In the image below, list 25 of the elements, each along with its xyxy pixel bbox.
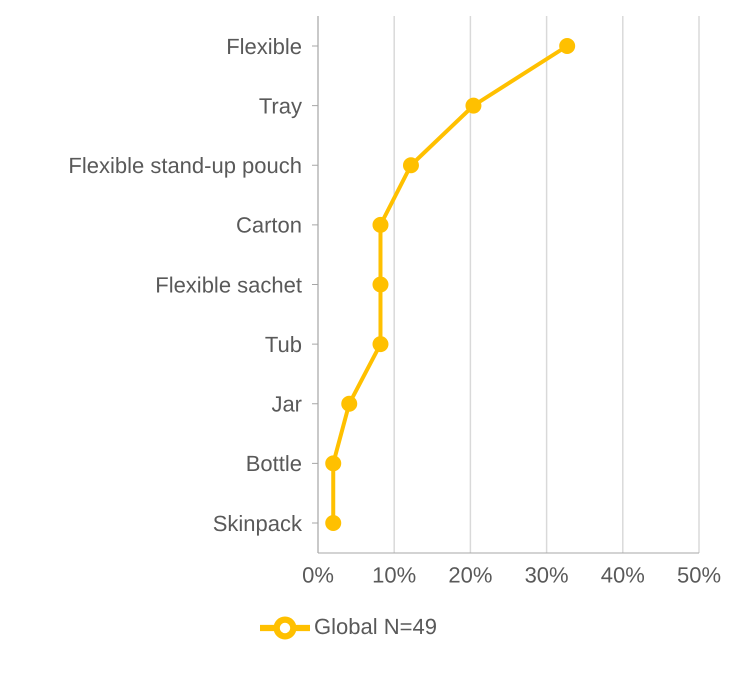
point — [372, 276, 388, 292]
point — [325, 455, 342, 472]
point — [372, 216, 388, 233]
x-tick-label: 20% — [448, 562, 492, 588]
point — [402, 157, 419, 174]
y-tick-label: Bottle — [246, 451, 302, 476]
y-tick-label: Flexible sachet — [155, 272, 302, 298]
x-tick-label: 10% — [372, 562, 416, 588]
y-tick-label: Flexible — [226, 34, 302, 59]
point — [465, 98, 482, 114]
y-tick-label: Tray — [258, 93, 302, 118]
point — [325, 515, 342, 531]
y-tick-label: Flexible stand-up pouch — [68, 153, 302, 178]
y-tick-label: Skinpack — [212, 510, 303, 536]
legend-label: Global N=49 — [314, 614, 437, 639]
y-tick-label: Carton — [236, 212, 302, 238]
point — [341, 396, 358, 412]
point — [372, 336, 388, 352]
y-tick-label: Jar — [271, 392, 302, 417]
x-tick-label: 40% — [600, 562, 645, 588]
point — [559, 38, 576, 54]
x-tick-label: 0% — [302, 562, 334, 588]
x-tick-label: 50% — [676, 562, 722, 588]
y-tick-label: Tub — [264, 332, 302, 357]
x-tick-label: 30% — [524, 562, 569, 588]
